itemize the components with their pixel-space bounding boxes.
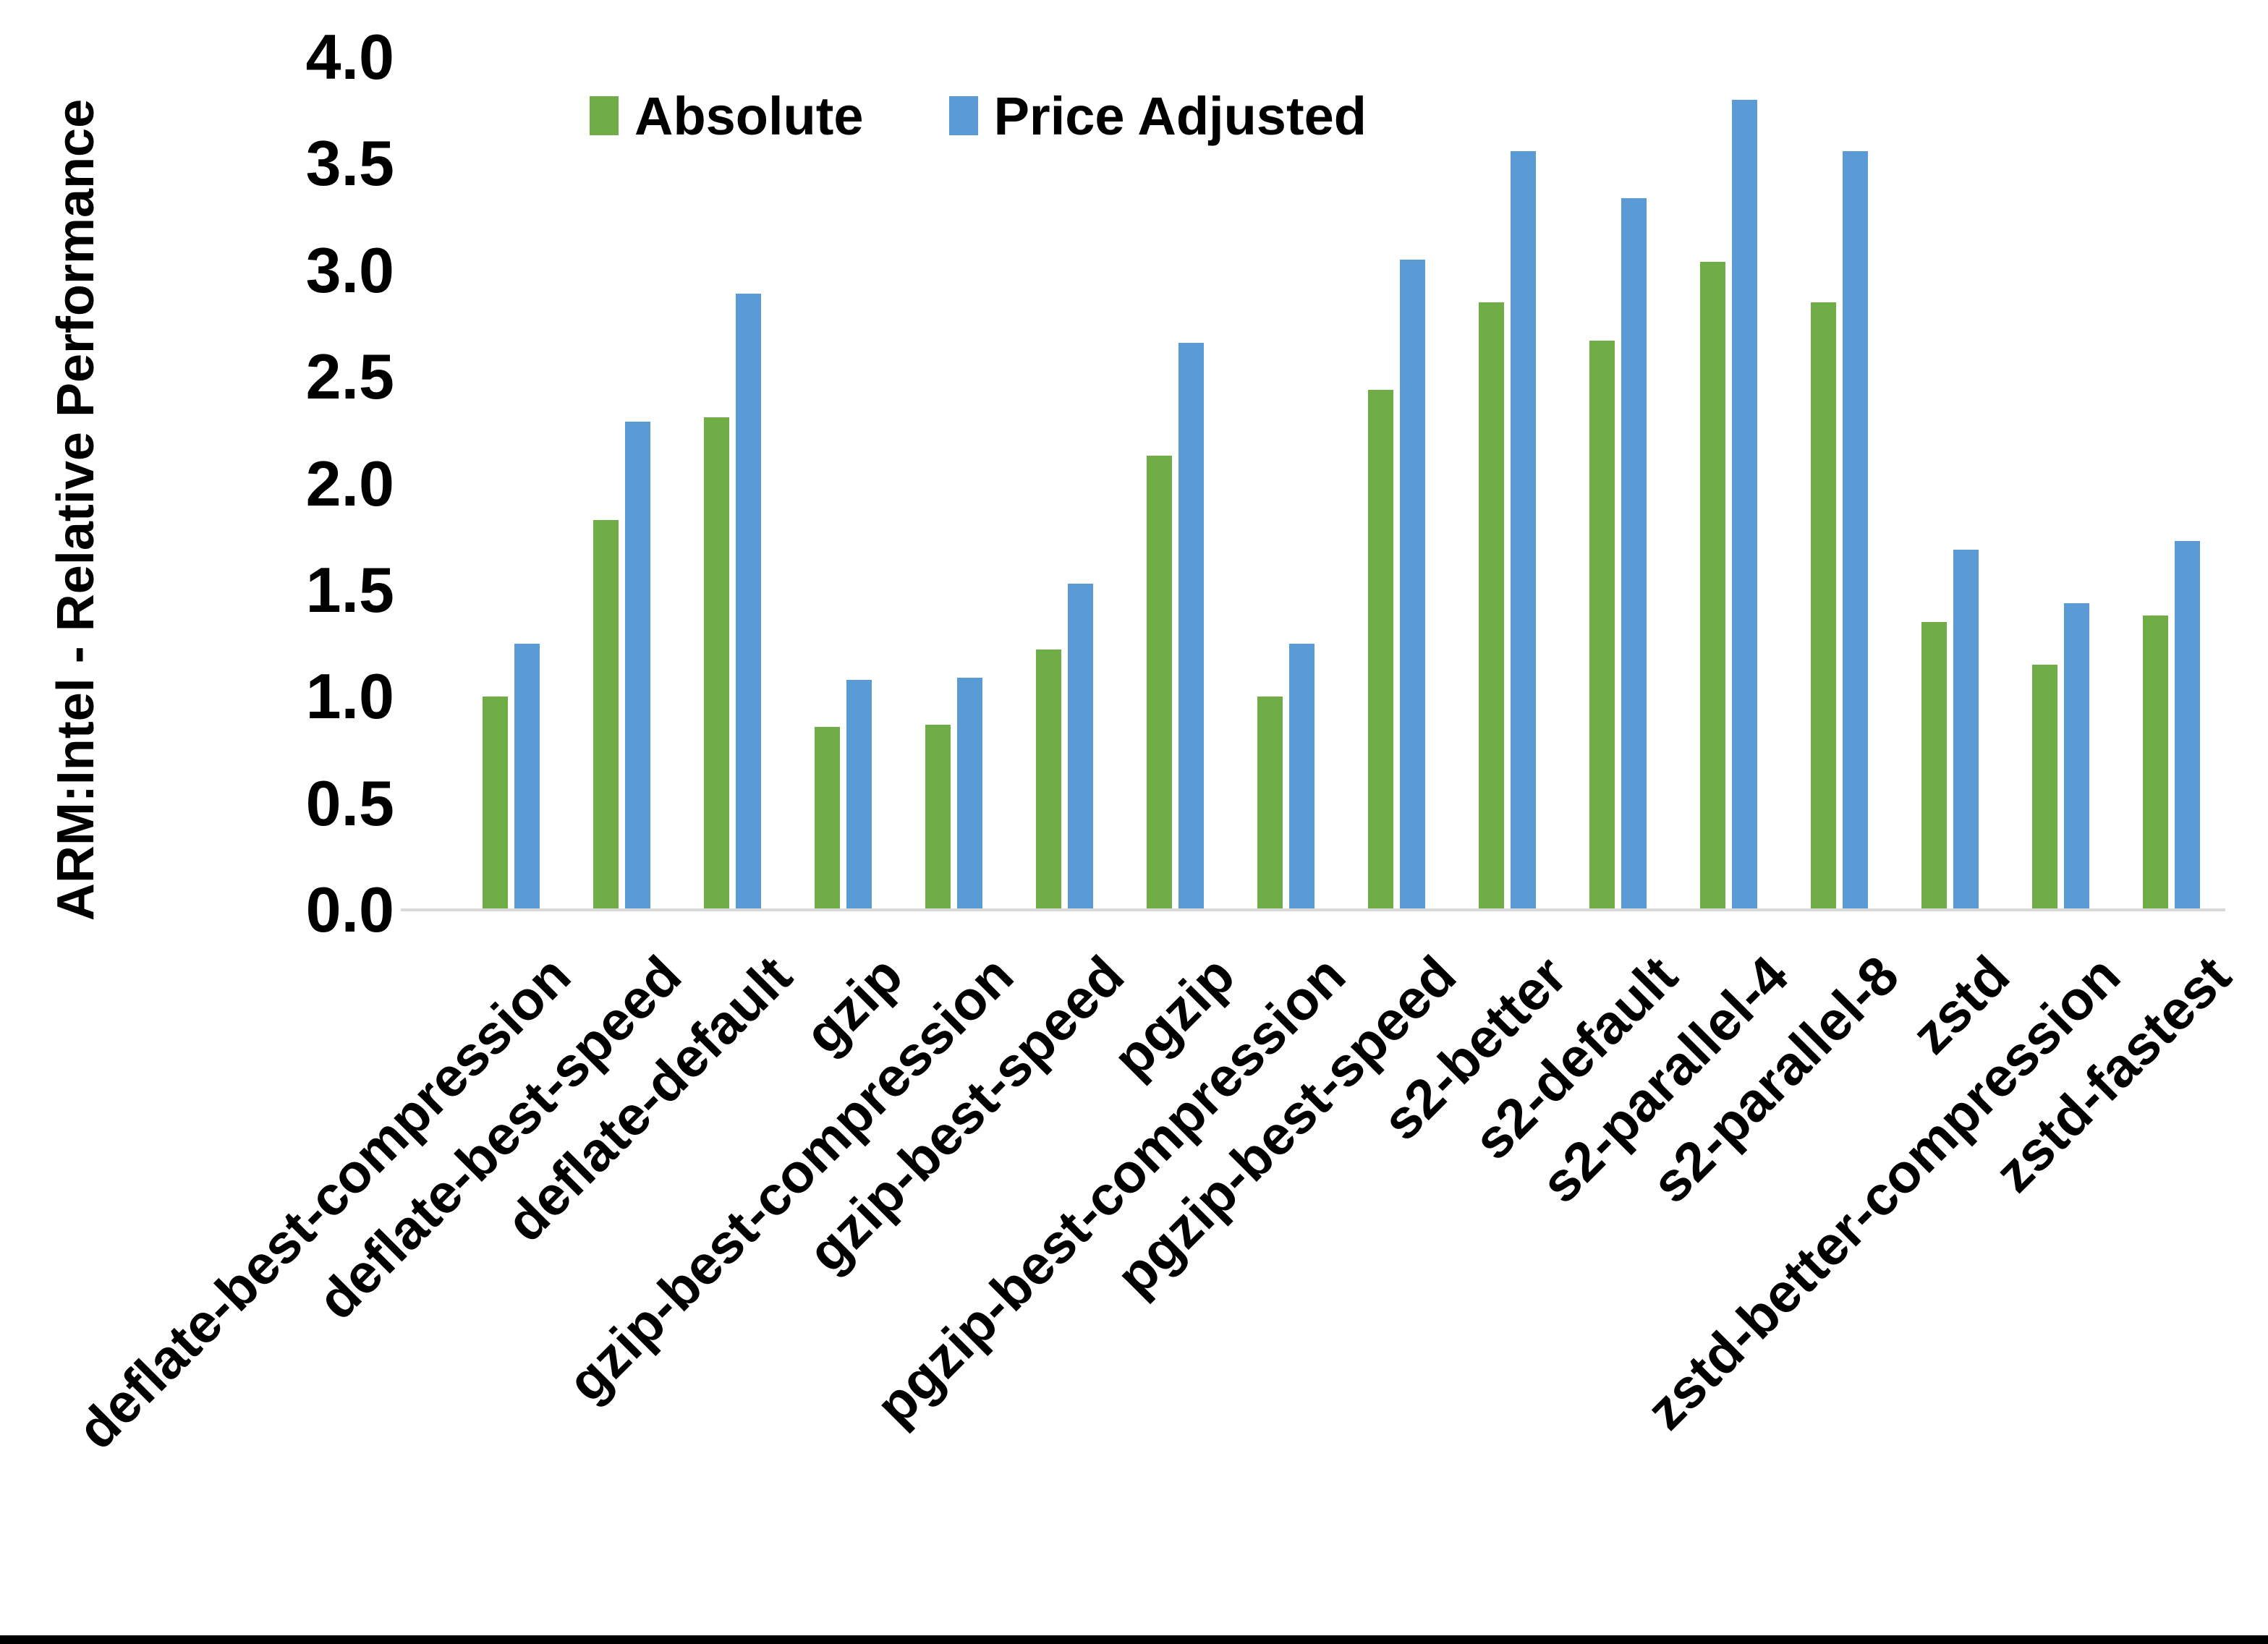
bar-absolute — [1147, 456, 1172, 910]
bar-price-adjusted — [1953, 550, 1979, 910]
y-axis-title: ARM:Intel - Relative Performance — [47, 98, 106, 921]
bar-price-adjusted — [2175, 541, 2200, 910]
legend-swatch-price-adjusted — [948, 96, 978, 135]
legend-swatch-absolute — [590, 96, 619, 135]
y-axis-title-wrap: ARM:Intel - Relative Performance — [43, 58, 109, 962]
y-tick-label: 0.0 — [305, 874, 394, 945]
y-tick-label: 2.0 — [305, 447, 394, 519]
bar-price-adjusted — [736, 294, 761, 910]
bar-absolute — [2143, 616, 2168, 910]
bar-absolute — [1700, 262, 1725, 910]
bar-price-adjusted — [514, 644, 540, 910]
bar-price-adjusted — [1511, 151, 1536, 910]
bar-absolute — [1257, 697, 1283, 910]
bar-absolute — [815, 727, 840, 910]
y-tick-label: 2.5 — [305, 341, 394, 413]
legend-item-price-adjusted: Price Adjusted — [948, 85, 1367, 147]
bar-absolute — [1589, 341, 1615, 910]
y-tick-label: 1.5 — [305, 553, 394, 626]
bar-price-adjusted — [625, 422, 650, 910]
bar-absolute — [1479, 302, 1504, 910]
bar-price-adjusted — [957, 678, 982, 910]
bar-absolute — [2032, 665, 2057, 910]
legend-label: Absolute — [634, 85, 864, 146]
y-tick-label: 1.0 — [305, 660, 394, 733]
legend-item-absolute: Absolute — [590, 85, 864, 147]
bar-price-adjusted — [846, 680, 872, 910]
y-tick-label: 3.5 — [305, 127, 394, 200]
bar-price-adjusted — [1178, 343, 1204, 910]
bar-absolute — [1921, 622, 1947, 910]
legend-label: Price Adjusted — [993, 85, 1367, 146]
bar-absolute — [925, 725, 951, 910]
bottom-border — [0, 1635, 2268, 1644]
bar-absolute — [1368, 390, 1393, 910]
bar-price-adjusted — [1732, 100, 1757, 910]
bar-absolute — [1036, 649, 1061, 910]
bar-absolute — [483, 697, 508, 910]
y-tick-label: 4.0 — [305, 21, 394, 93]
y-tick-label: 0.5 — [305, 767, 394, 839]
x-axis-line — [401, 908, 2225, 911]
bar-price-adjusted — [1289, 644, 1314, 910]
chart-legend: Absolute Price Adjusted — [590, 85, 1367, 146]
bar-absolute — [593, 520, 619, 910]
bar-price-adjusted — [1400, 260, 1425, 910]
bar-absolute — [704, 417, 729, 910]
bar-absolute — [1811, 302, 1836, 910]
bar-price-adjusted — [1621, 198, 1647, 910]
bar-price-adjusted — [1843, 151, 1868, 910]
y-tick-label: 3.0 — [305, 234, 394, 306]
bar-price-adjusted — [1068, 584, 1093, 910]
bar-price-adjusted — [2064, 603, 2089, 910]
